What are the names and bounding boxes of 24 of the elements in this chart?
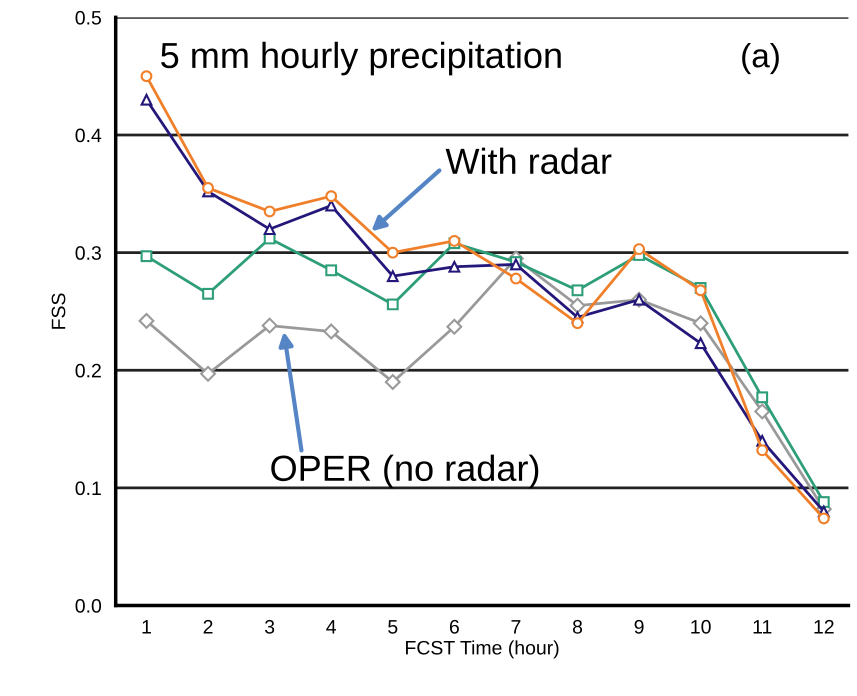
x-tick-label: 11: [754, 620, 772, 634]
x-tick-label: 1: [142, 620, 151, 634]
text: 5 mm hourly precipitation: [161, 42, 561, 76]
x-tick-label: 3: [264, 620, 274, 634]
x-tick-label: 4: [326, 620, 336, 634]
x-tick-label: 6: [450, 620, 459, 634]
x-tick-label: 8: [572, 620, 582, 634]
x-tick-label: 5: [388, 620, 398, 634]
x-tick-label: 12: [814, 620, 834, 634]
x-tick-label: 10: [691, 620, 711, 634]
x-axis-title: FCST Time (hour): [406, 640, 558, 658]
y-axis-title: FSS: [52, 293, 66, 329]
annotation: (a): [742, 43, 779, 74]
annotation: With radar: [446, 148, 612, 174]
y-tick-label: 0.3: [76, 246, 101, 260]
y-tick-label: 0.5: [76, 10, 101, 25]
y-tick-label: 0.2: [76, 364, 101, 378]
y-tick-label: 0.1: [76, 481, 101, 496]
x-tick-label: 7: [512, 620, 520, 634]
y-tick-label: 0.4: [76, 128, 102, 142]
x-tick-label: 9: [634, 620, 644, 634]
y-tick-label: 0.0: [76, 598, 102, 613]
annotation: OPER (no radar): [271, 454, 538, 488]
x-tick-label: 2: [204, 620, 212, 634]
